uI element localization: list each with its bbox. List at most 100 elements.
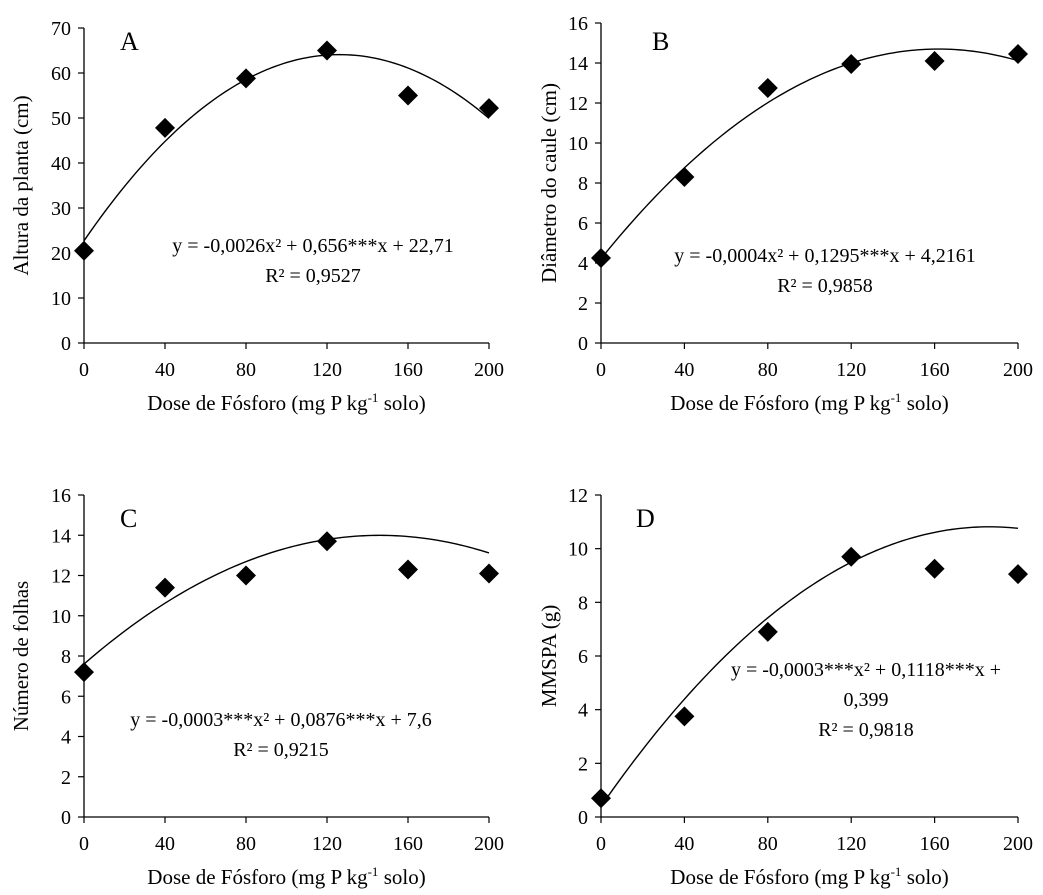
x-tick-label: 120 xyxy=(312,359,342,381)
data-point-diamond xyxy=(74,662,94,683)
y-axis-title: Número de folhas xyxy=(9,581,33,731)
regression-equation-line: R² = 0,9858 xyxy=(777,275,873,297)
x-tick-label: 0 xyxy=(596,833,606,855)
x-axis-title: Dose de Fósforo (mg P kg-1 solo) xyxy=(670,864,948,889)
x-axis-title: Dose de Fósforo (mg P kg-1 solo) xyxy=(670,390,948,415)
x-tick-label: 160 xyxy=(920,359,950,381)
y-tick-label: 8 xyxy=(578,592,588,614)
regression-equation-line: R² = 0,9527 xyxy=(265,265,361,287)
x-axis-title: Dose de Fósforo (mg P kg-1 solo) xyxy=(147,864,425,889)
x-tick-label: 0 xyxy=(596,359,606,381)
data-point-diamond xyxy=(924,51,945,71)
x-tick-label: 0 xyxy=(79,833,89,855)
y-tick-label: 12 xyxy=(568,93,588,115)
trendline xyxy=(83,534,490,665)
regression-equation-line: y = -0,0026x² + 0,656***x + 22,71 xyxy=(172,235,454,257)
y-tick-label: 10 xyxy=(51,606,71,628)
x-tick-label: 80 xyxy=(236,833,256,855)
x-tick-label: 80 xyxy=(236,359,256,381)
y-tick-label: 2 xyxy=(578,293,588,315)
y-tick-label: 0 xyxy=(61,333,71,355)
y-tick-label: 0 xyxy=(61,807,71,829)
data-point-diamond xyxy=(74,240,94,261)
x-tick-label: 120 xyxy=(312,833,342,855)
data-point-diamond xyxy=(236,68,256,89)
data-point-diamond xyxy=(674,706,695,727)
y-tick-label: 10 xyxy=(568,133,588,155)
y-tick-label: 4 xyxy=(61,727,71,749)
x-axis-title: Dose de Fósforo (mg P kg-1 solo) xyxy=(147,390,425,415)
y-tick-label: 20 xyxy=(51,243,71,265)
data-point-diamond xyxy=(674,167,695,187)
y-tick-label: 2 xyxy=(61,767,71,789)
y-tick-label: 12 xyxy=(51,566,71,588)
x-tick-label: 200 xyxy=(474,359,504,381)
data-point-diamond xyxy=(757,621,778,642)
data-point-diamond xyxy=(591,788,611,809)
panel-label: D xyxy=(636,504,655,533)
data-point-diamond xyxy=(757,78,778,98)
x-tick-label: 80 xyxy=(758,833,778,855)
regression-equation-line: y = -0,0004x² + 0,1295***x + 4,2161 xyxy=(674,245,976,267)
regression-equation-line: y = -0,0003***x² + 0,1118***x + xyxy=(731,659,1001,681)
panel-label: A xyxy=(120,27,139,56)
x-tick-label: 160 xyxy=(393,359,423,381)
x-tick-label: 40 xyxy=(674,833,694,855)
trendline xyxy=(600,48,1019,260)
data-point-diamond xyxy=(155,577,175,598)
x-tick-label: 0 xyxy=(79,359,89,381)
data-point-diamond xyxy=(155,117,175,138)
y-tick-label: 8 xyxy=(61,646,71,668)
data-point-diamond xyxy=(398,559,418,580)
regression-equation-line: R² = 0,9215 xyxy=(233,739,329,761)
x-tick-label: 120 xyxy=(836,833,866,855)
chart-panel-a: 0 10 20 30 40 50 60 70 0 40 80 120 160 200 Dose de Fós… xyxy=(9,18,504,415)
y-tick-label: 6 xyxy=(61,686,71,708)
y-tick-label: 50 xyxy=(51,108,71,130)
y-tick-label: 30 xyxy=(51,198,71,220)
y-tick-label: 40 xyxy=(51,153,71,175)
y-tick-label: 10 xyxy=(568,539,588,561)
data-point-diamond xyxy=(841,54,862,74)
data-point-diamond xyxy=(1008,564,1028,585)
data-point-diamond xyxy=(1008,44,1028,64)
y-tick-label: 6 xyxy=(578,646,588,668)
y-tick-label: 60 xyxy=(51,63,71,85)
regression-equation-line: R² = 0,9818 xyxy=(818,719,914,741)
y-axis-title: MMSPA (g) xyxy=(537,605,561,708)
data-point-diamond xyxy=(924,558,945,579)
data-point-diamond xyxy=(317,40,337,61)
y-tick-label: 16 xyxy=(51,485,71,507)
y-tick-label: 4 xyxy=(578,700,588,722)
y-tick-label: 0 xyxy=(578,333,588,355)
x-tick-label: 200 xyxy=(1003,359,1033,381)
regression-equation-line: y = -0,0003***x² + 0,0876***x + 7,6 xyxy=(130,709,432,731)
data-point-diamond xyxy=(236,565,256,586)
y-tick-label: 70 xyxy=(51,18,71,40)
panel-label: B xyxy=(652,27,669,56)
data-point-diamond xyxy=(398,85,418,106)
y-axis-title: Diâmetro do caule (cm) xyxy=(537,83,561,283)
x-tick-label: 200 xyxy=(474,833,504,855)
y-tick-label: 12 xyxy=(568,485,588,507)
trendline xyxy=(600,526,1019,807)
y-tick-label: 14 xyxy=(51,525,71,547)
y-tick-label: 2 xyxy=(578,753,588,775)
trendline xyxy=(83,53,490,242)
data-point-diamond xyxy=(841,546,862,567)
y-tick-label: 4 xyxy=(578,253,588,275)
y-tick-label: 6 xyxy=(578,213,588,235)
data-point-diamond xyxy=(317,531,337,552)
x-tick-label: 160 xyxy=(393,833,423,855)
x-tick-label: 40 xyxy=(155,359,175,381)
y-tick-label: 14 xyxy=(568,53,588,75)
x-tick-label: 80 xyxy=(758,359,778,381)
data-point-diamond xyxy=(479,98,499,119)
y-tick-label: 8 xyxy=(578,173,588,195)
panel-label: C xyxy=(120,504,137,533)
x-tick-label: 40 xyxy=(674,359,694,381)
